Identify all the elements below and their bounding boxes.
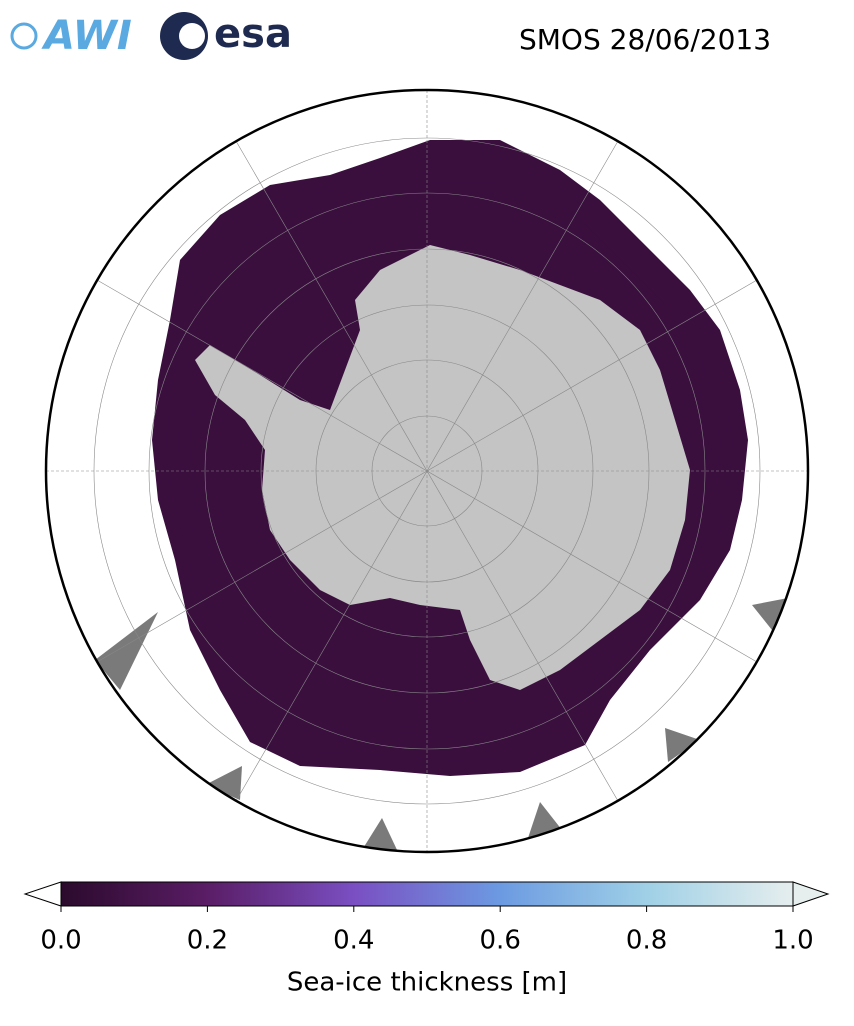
land-fragments [95, 598, 788, 852]
colorbar-tick-label: 0.6 [480, 926, 521, 956]
colorbar-extend-low [23, 881, 62, 907]
colorbar-tick-label: 0.2 [187, 926, 228, 956]
graticule [46, 90, 808, 852]
title: SMOS 28/06/2013 [519, 23, 771, 56]
awi-logo: AWI [10, 13, 132, 59]
colorbar-tick-label: 0.8 [626, 926, 667, 956]
colorbar-tick-label: 0.0 [40, 926, 81, 956]
map [46, 90, 808, 852]
antarctica [195, 245, 690, 690]
colorbar-tick-label: 1.0 [772, 926, 813, 956]
esa-logo: esa [160, 11, 292, 60]
colorbar-extend-high [792, 881, 830, 907]
map-boundary [44, 88, 810, 854]
colorbar-label: Sea-ice thickness [m] [287, 968, 567, 998]
logo-text: AWI [41, 13, 132, 59]
logo-text: esa [214, 11, 292, 57]
colorbar-tick-label: 0.4 [333, 926, 374, 956]
colorbar [60, 881, 794, 907]
